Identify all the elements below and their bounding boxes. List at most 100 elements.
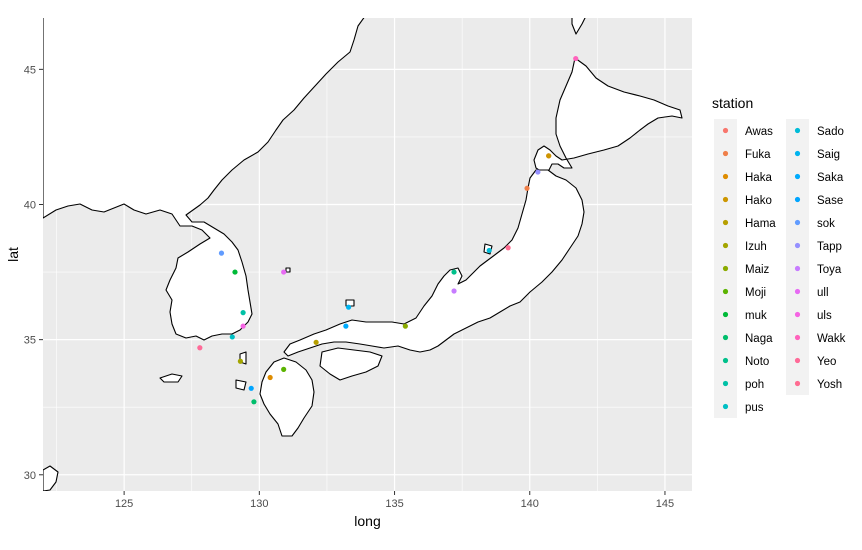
legend-key-point xyxy=(794,265,801,272)
legend-label-saig: Saig xyxy=(817,149,840,161)
legend-label-moji: Moji xyxy=(745,287,766,299)
legend-label-yosh: Yosh xyxy=(817,379,842,391)
taiwan-tip xyxy=(43,465,59,491)
x-tick-label: 140 xyxy=(521,498,539,510)
y-tick-label: 45 xyxy=(24,64,36,76)
ulleung-island xyxy=(285,267,291,273)
x-tick-label: 135 xyxy=(385,498,403,510)
legend-key-point xyxy=(722,334,729,341)
legend-key-point xyxy=(722,219,729,226)
station-point-naga xyxy=(251,399,257,405)
station-point-muk xyxy=(232,269,238,275)
station-point-sase xyxy=(248,385,254,391)
legend-label-awas: Awas xyxy=(745,126,773,138)
legend-label-sok: sok xyxy=(817,218,835,230)
legend-key-point xyxy=(722,196,729,203)
legend-label-hako: Hako xyxy=(745,195,772,207)
station-point-toya xyxy=(451,288,457,294)
legend-key-point xyxy=(794,380,801,387)
legend-key-point xyxy=(794,127,801,134)
legend-label-tapp: Tapp xyxy=(817,241,842,253)
y-axis-title: lat xyxy=(5,247,21,262)
y-tick-label: 40 xyxy=(24,199,36,211)
y-tick-label: 35 xyxy=(24,335,36,347)
legend-label-fuka: Fuka xyxy=(745,149,771,161)
oki-islands xyxy=(345,299,355,307)
station-point-poh xyxy=(240,310,246,316)
legend-label-yeo: Yeo xyxy=(817,356,836,368)
station-point-izuh xyxy=(237,358,244,364)
mainland-landmass xyxy=(43,18,365,341)
station-point-hama xyxy=(313,339,319,345)
coastline-map xyxy=(43,18,683,491)
station-points xyxy=(197,55,579,405)
legend-key-point xyxy=(794,196,801,203)
legend-label-hama: Hama xyxy=(745,218,776,230)
station-point-noto xyxy=(451,269,457,275)
x-tick-label: 125 xyxy=(115,498,133,510)
station-point-moji xyxy=(281,366,287,372)
station-point-sado xyxy=(486,247,492,254)
x-tick-label: 145 xyxy=(656,498,674,510)
legend-label-izuh: Izuh xyxy=(745,241,767,253)
station-point-saka xyxy=(343,323,349,329)
legend-key-point xyxy=(722,403,729,410)
station-point-ull xyxy=(281,269,287,275)
legend-key-point xyxy=(794,334,801,341)
station-point-maiz xyxy=(402,323,408,329)
legend-key-point xyxy=(794,219,801,226)
station-point-haka xyxy=(267,374,273,381)
x-tick-label: 130 xyxy=(250,498,268,510)
legend-title: station xyxy=(712,95,753,111)
legend-label-poh: poh xyxy=(745,379,764,391)
legend-key-point xyxy=(794,242,801,249)
shikoku-island xyxy=(319,347,383,381)
station-point-fuka xyxy=(524,185,530,191)
legend-label-sase: Sase xyxy=(817,195,843,207)
legend-key-point xyxy=(722,311,729,318)
station-point-pus xyxy=(229,334,235,340)
station-point-tapp xyxy=(535,169,541,175)
goto-islands xyxy=(235,379,247,391)
legend-key-point xyxy=(722,127,729,134)
legend-label-muk: muk xyxy=(745,310,767,322)
legend-key-point xyxy=(794,150,801,157)
legend-key-point xyxy=(794,173,801,180)
legend-label-toya: Toya xyxy=(817,264,842,276)
legend-key-point xyxy=(794,288,801,295)
legend-key-point xyxy=(722,242,729,249)
legend-label-uls: uls xyxy=(817,310,832,322)
jeju-island xyxy=(159,373,183,383)
legend-label-noto: Noto xyxy=(745,356,769,368)
station-point-yeo xyxy=(197,345,203,351)
station-point-sok xyxy=(218,250,225,256)
x-axis: 125 130 135 140 145 xyxy=(115,491,674,510)
station-point-uls xyxy=(240,323,246,329)
y-tick-label: 30 xyxy=(24,470,36,482)
legend-label-naga: Naga xyxy=(745,333,773,345)
legend-key-point xyxy=(722,173,729,180)
legend-key-point xyxy=(722,380,729,387)
legend: station Awas Fuka Haka Hako Hama Izuh Maiz Moji… xyxy=(712,95,846,418)
legend-label-sado: Sado xyxy=(817,126,844,138)
legend-key-point xyxy=(794,311,801,318)
legend-label-wakk: Wakk xyxy=(817,333,846,345)
legend-label-ull: ull xyxy=(817,287,829,299)
legend-key-point xyxy=(794,357,801,364)
sakhalin-island xyxy=(571,18,586,35)
station-point-saig xyxy=(345,304,352,310)
legend-label-pus: pus xyxy=(745,402,764,414)
kyushu-island xyxy=(259,357,315,437)
legend-label-haka: Haka xyxy=(745,172,772,184)
station-point-wakk xyxy=(573,55,579,62)
legend-key-point xyxy=(722,150,729,157)
legend-label-maiz: Maiz xyxy=(745,264,770,276)
hokkaido-island xyxy=(533,57,683,173)
legend-key-point xyxy=(722,265,729,272)
station-point-yosh xyxy=(505,245,511,251)
honshu-island xyxy=(283,169,585,357)
x-axis-title: long xyxy=(354,513,380,529)
legend-key-point xyxy=(722,288,729,295)
legend-key-point xyxy=(722,357,729,364)
